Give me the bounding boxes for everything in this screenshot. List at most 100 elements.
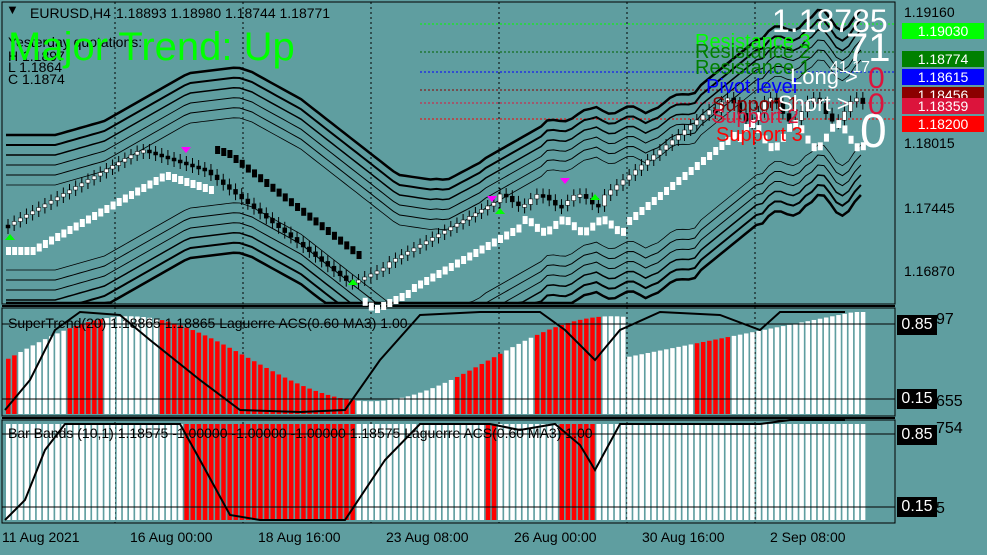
envelope-line bbox=[6, 59, 862, 231]
indicator2-bar bbox=[805, 424, 810, 520]
indicator1-bar bbox=[61, 330, 66, 414]
candle-body bbox=[442, 230, 447, 235]
candle-body bbox=[110, 165, 115, 170]
indicator1-bar bbox=[172, 323, 177, 414]
time-axis-label: 23 Aug 08:00 bbox=[386, 529, 469, 545]
supertrend-block bbox=[405, 290, 411, 298]
indicator1-bar bbox=[688, 344, 694, 414]
big-price: 1.18785 bbox=[772, 3, 888, 39]
indicator1-bar bbox=[448, 379, 454, 414]
indicator2-bar bbox=[707, 424, 712, 520]
supertrend-block bbox=[92, 212, 98, 220]
supertrend-block bbox=[805, 135, 811, 144]
indicator2-bar bbox=[190, 424, 195, 520]
indicator2-bar bbox=[42, 424, 48, 520]
candle-body bbox=[510, 195, 515, 203]
indicator1-bar bbox=[534, 334, 540, 414]
candle-body bbox=[257, 208, 263, 214]
supertrend-block bbox=[682, 172, 688, 180]
indicator1-bar bbox=[577, 319, 583, 414]
major-trend-text: Major Trend: Up bbox=[8, 25, 295, 69]
supertrend-block bbox=[528, 218, 534, 227]
indicator1-level-low: 0.15 bbox=[897, 389, 937, 409]
indicator2-bar bbox=[676, 424, 681, 520]
indicator2-bar bbox=[288, 424, 294, 520]
supertrend-block bbox=[854, 143, 860, 152]
indicator2-bar bbox=[860, 424, 866, 520]
candle-body bbox=[313, 251, 318, 257]
supertrend-block bbox=[836, 120, 842, 129]
supertrend-block bbox=[116, 198, 122, 206]
signal-arrow bbox=[348, 279, 358, 285]
supertrend-block bbox=[553, 220, 559, 229]
candle-body bbox=[497, 193, 503, 203]
indicator2-bar bbox=[633, 424, 638, 520]
supertrend-block bbox=[485, 242, 491, 250]
yesterday-close: C 1.1874 bbox=[8, 71, 65, 87]
candle-body bbox=[196, 165, 201, 170]
long-value: 0 bbox=[868, 62, 885, 95]
supertrend-block bbox=[227, 150, 233, 158]
candle-body bbox=[307, 246, 312, 253]
supertrend-block bbox=[627, 217, 633, 225]
indicator1-bar bbox=[270, 371, 275, 414]
indicator2-bar bbox=[307, 424, 312, 520]
indicator1-bar bbox=[657, 350, 663, 414]
supertrend-block bbox=[799, 125, 805, 134]
indicator1-bar bbox=[92, 320, 97, 414]
candle-body bbox=[5, 224, 11, 229]
supertrend-block bbox=[319, 222, 325, 231]
price-box-support3: 1.18200 bbox=[902, 116, 984, 132]
candle-body bbox=[737, 102, 743, 114]
candle-body bbox=[417, 244, 423, 249]
supertrend-block bbox=[534, 223, 540, 232]
supertrend-block bbox=[670, 182, 676, 190]
candle-body bbox=[454, 223, 460, 228]
supertrend-block bbox=[153, 177, 159, 185]
supertrend-block bbox=[467, 252, 473, 261]
indicator1-bar bbox=[356, 400, 362, 414]
chart-menu-arrow-icon[interactable]: ▼ bbox=[6, 2, 19, 17]
indicator2-axis-bottom: 5 bbox=[936, 500, 945, 517]
indicator2-bar bbox=[713, 424, 718, 520]
candle-body bbox=[104, 168, 109, 173]
supertrend-block bbox=[159, 173, 165, 182]
indicator1-bar bbox=[418, 392, 423, 414]
indicator1-bar bbox=[116, 316, 122, 414]
supertrend-block bbox=[208, 186, 214, 194]
supertrend-block bbox=[129, 191, 134, 199]
indicator2-bar bbox=[836, 424, 841, 520]
indicator1-bar bbox=[670, 348, 675, 414]
supertrend-block bbox=[707, 152, 713, 160]
envelope-line bbox=[6, 193, 862, 305]
indicator2-bar bbox=[67, 424, 72, 520]
supertrend-block bbox=[221, 148, 227, 156]
candle-body bbox=[503, 193, 509, 198]
supertrend-block bbox=[522, 216, 528, 225]
supertrend-block bbox=[817, 142, 823, 151]
supertrend-block bbox=[42, 240, 48, 248]
candle-body bbox=[294, 237, 300, 243]
indicator2-bar bbox=[196, 424, 202, 520]
candle-body bbox=[128, 154, 134, 159]
signal-arrow bbox=[487, 196, 497, 202]
indicator2-bar bbox=[780, 424, 786, 520]
candle-body bbox=[30, 210, 35, 215]
candle-body bbox=[141, 149, 146, 154]
indicator2-bar bbox=[516, 424, 521, 520]
candle-body bbox=[411, 247, 417, 252]
indicator2-bar bbox=[756, 424, 761, 520]
indicator1-bar bbox=[744, 333, 749, 414]
candle-body bbox=[11, 221, 17, 226]
support3-label: Support 3 bbox=[716, 124, 803, 146]
indicator2-bar bbox=[811, 424, 817, 520]
candle-body bbox=[614, 184, 620, 191]
indicator1-bar bbox=[707, 340, 712, 414]
support1-label: Support 1 bbox=[712, 94, 799, 116]
indicator2-bar bbox=[178, 424, 183, 520]
indicator2-bar bbox=[264, 424, 269, 520]
indicator2-bar bbox=[467, 424, 472, 520]
supertrend-block bbox=[399, 293, 405, 301]
